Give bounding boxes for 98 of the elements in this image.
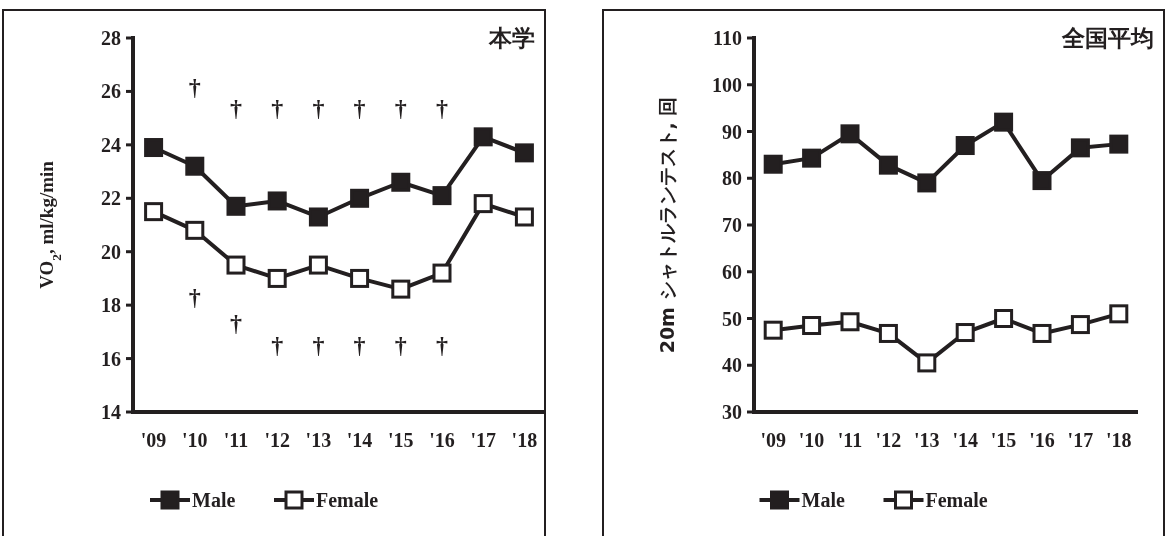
point (473, 194, 493, 214)
x-tick-label: '18 (511, 429, 538, 451)
point (432, 186, 452, 206)
annotation: † (230, 310, 242, 336)
y-tick-label: 26 (101, 80, 121, 103)
x-tick-label: '17 (1067, 429, 1094, 451)
annotation: † (230, 95, 242, 121)
y-tick-label: 24 (101, 133, 121, 156)
annotation: † (436, 332, 448, 358)
annotation: † (271, 332, 284, 358)
annotation: † (312, 332, 325, 358)
x-tick-label: '09 (760, 429, 786, 451)
legend-label: Female (925, 489, 988, 511)
y-tick-label: 22 (101, 187, 121, 210)
y-tick-label: 40 (722, 354, 742, 377)
point (1109, 134, 1129, 154)
y-tick-label: 100 (712, 73, 742, 96)
point (308, 207, 328, 227)
point (432, 263, 452, 283)
legend-label: Male (192, 489, 236, 511)
point (391, 279, 411, 299)
point (185, 220, 205, 240)
point (1032, 323, 1052, 343)
y-tick-label: 18 (101, 294, 121, 317)
x-tick-label: '12 (875, 429, 902, 451)
x-tick-label: '16 (429, 429, 455, 451)
point (350, 188, 370, 208)
point (1070, 138, 1090, 158)
y-tick-label: 20 (101, 240, 121, 263)
y-tick-label: 60 (722, 260, 742, 283)
y-tick-label: 14 (101, 401, 121, 423)
x-tick-label: '12 (264, 429, 290, 451)
legend-label: Male (801, 489, 845, 511)
point (955, 323, 975, 343)
point (185, 156, 205, 176)
point (473, 127, 493, 147)
y-tick-label: 90 (722, 120, 742, 143)
y-tick-label: 70 (722, 214, 742, 236)
point (763, 154, 783, 174)
point (878, 155, 898, 175)
annotation: † (188, 284, 201, 310)
x-tick-label: '14 (346, 429, 373, 451)
x-tick-label: '13 (914, 429, 940, 451)
point (267, 268, 287, 288)
point (1032, 171, 1052, 191)
point (144, 138, 164, 158)
point (226, 196, 246, 216)
annotation: † (353, 95, 366, 121)
point (308, 255, 328, 275)
point (267, 191, 287, 211)
legend-label: Female (316, 489, 379, 511)
x-tick-label: '10 (182, 429, 208, 451)
point (840, 312, 860, 332)
annotation: † (312, 95, 325, 121)
chart-title: 本学 (488, 25, 535, 51)
point (878, 323, 898, 343)
point (802, 316, 822, 336)
annotation: † (394, 95, 407, 121)
point (391, 172, 411, 192)
y-tick-label: 30 (722, 401, 742, 423)
annotation: † (353, 332, 366, 358)
point (763, 320, 783, 340)
point (802, 148, 822, 168)
annotation: † (394, 332, 407, 358)
point (917, 173, 937, 193)
x-tick-label: '09 (140, 429, 167, 451)
point (1109, 304, 1129, 324)
y-axis-title: 20m シャトルランテスト, 回 (656, 96, 678, 354)
chart-title: 全国平均 (1061, 25, 1154, 51)
x-tick-label: '18 (1106, 429, 1132, 451)
point (514, 207, 534, 227)
point (994, 309, 1014, 328)
x-tick-label: '11 (223, 429, 249, 451)
y-tick-label: 50 (722, 307, 742, 330)
y-tick-label: 80 (722, 167, 742, 190)
point (144, 202, 164, 222)
point (350, 268, 370, 288)
annotation: † (436, 95, 448, 121)
x-tick-label: '15 (990, 429, 1017, 451)
point (226, 255, 246, 275)
x-tick-label: '11 (837, 429, 863, 451)
annotation: † (188, 74, 201, 100)
point (994, 112, 1014, 132)
x-tick-label: '17 (470, 429, 496, 451)
x-tick-label: '10 (798, 429, 825, 451)
y-tick-label: 16 (101, 347, 121, 370)
point (1070, 315, 1090, 335)
point (955, 136, 975, 156)
point (917, 353, 937, 373)
x-tick-label: '14 (952, 429, 978, 451)
point (840, 124, 860, 144)
y-tick-label: 28 (101, 27, 121, 49)
point (514, 143, 534, 163)
x-tick-label: '13 (305, 429, 332, 451)
x-tick-label: '15 (388, 429, 414, 451)
y-tick-label: 110 (713, 27, 742, 49)
annotation: † (271, 95, 284, 121)
x-tick-label: '16 (1029, 429, 1055, 451)
